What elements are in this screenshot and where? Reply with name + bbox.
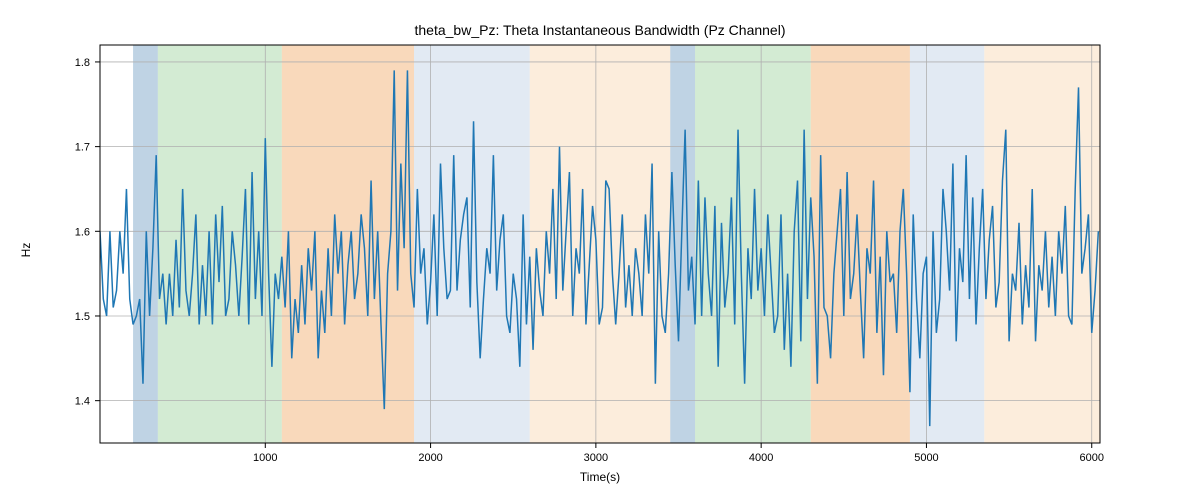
band-7 — [811, 45, 910, 443]
xtick-label: 1000 — [253, 452, 277, 464]
xtick-label: 2000 — [418, 452, 442, 464]
xtick-label: 6000 — [1079, 452, 1103, 464]
ytick-label: 1.8 — [75, 57, 90, 69]
xtick-label: 4000 — [749, 452, 773, 464]
xtick-label: 5000 — [914, 452, 938, 464]
chart-container: theta_bw_Pz: Theta Instantaneous Bandwid… — [0, 0, 1200, 500]
ytick-label: 1.4 — [75, 396, 90, 408]
chart-svg: 1000 2000 3000 4000 5000 6000 1.4 1.5 1.6 1.7 1.8 — [0, 0, 1200, 500]
ytick-label: 1.5 — [75, 311, 90, 323]
ytick-label: 1.6 — [75, 226, 90, 238]
xtick-label: 3000 — [584, 452, 608, 464]
band-9 — [984, 45, 1100, 443]
ytick-label: 1.7 — [75, 142, 90, 154]
